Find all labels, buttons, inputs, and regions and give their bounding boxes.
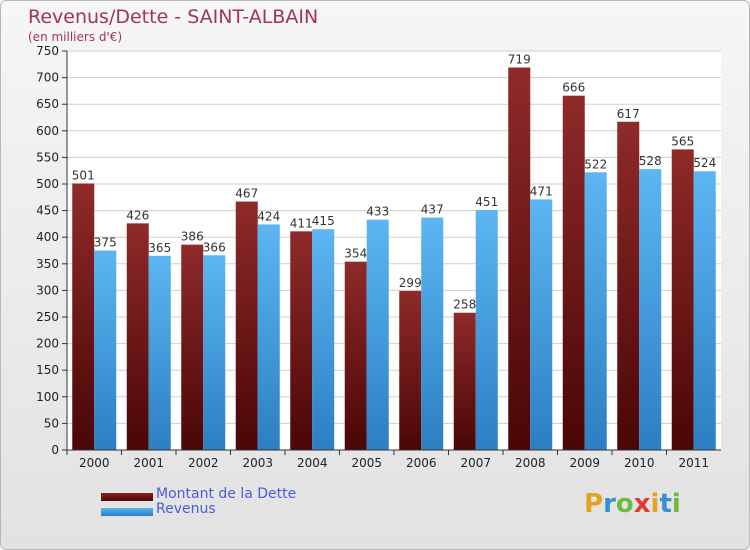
data-label-revenus-2010: 528: [639, 154, 662, 168]
y-tick-label: 750: [36, 44, 59, 58]
x-tick-label: 2003: [242, 456, 273, 470]
bar-dette-2001: [126, 223, 149, 450]
bar-dette-2006: [399, 290, 422, 450]
bar-dette-2009: [562, 95, 585, 451]
y-tick-label: 400: [36, 230, 59, 244]
y-tick-label: 350: [36, 257, 59, 271]
logo-letter: t: [659, 489, 672, 519]
bar-revenus-2004: [312, 229, 335, 450]
bar-revenus-2010: [639, 169, 662, 450]
data-label-revenus-2006: 437: [421, 203, 444, 217]
data-label-dette-2011: 565: [671, 134, 694, 148]
bar-dette-2000: [72, 183, 95, 450]
logo-letter: i: [650, 489, 660, 519]
y-tick-label: 50: [44, 416, 59, 430]
plot-background: [67, 51, 721, 450]
data-label-dette-2004: 411: [290, 216, 313, 230]
x-tick-label: 2007: [460, 456, 491, 470]
x-tick-label: 2005: [351, 456, 382, 470]
y-tick-label: 250: [36, 310, 59, 324]
x-tick-label: 2001: [133, 456, 164, 470]
data-label-dette-2002: 386: [181, 230, 204, 244]
data-label-revenus-2005: 433: [366, 205, 389, 219]
legend-swatch-revenus: [101, 508, 153, 516]
x-tick-label: 2006: [406, 456, 437, 470]
data-label-dette-2001: 426: [126, 208, 149, 222]
bar-revenus-2003: [257, 224, 280, 450]
y-tick-label: 500: [36, 177, 59, 191]
chart-title: Revenus/Dette - SAINT-ALBAIN: [28, 6, 319, 28]
data-label-revenus-2007: 451: [475, 195, 498, 209]
bar-dette-2004: [290, 231, 313, 450]
y-tick-label: 550: [36, 150, 59, 164]
legend-label-dette: Montant de la Dette: [156, 486, 297, 502]
y-tick-label: 200: [36, 337, 59, 351]
bar-dette-2011: [671, 149, 694, 451]
y-tick-label: 600: [36, 124, 59, 138]
legend-label-revenus: Revenus: [156, 501, 216, 517]
y-tick-label: 150: [36, 363, 59, 377]
logo-letter: r: [603, 489, 616, 519]
bar-revenus-2006: [421, 217, 444, 450]
logo-letter: P: [584, 489, 604, 519]
x-tick-label: 2002: [188, 456, 219, 470]
y-tick-label: 650: [36, 97, 59, 111]
x-tick-label: 2009: [569, 456, 600, 470]
data-label-dette-2008: 719: [508, 52, 531, 66]
data-label-dette-2005: 354: [344, 247, 367, 261]
y-tick-label: 700: [36, 71, 59, 85]
bar-revenus-2001: [148, 255, 171, 450]
data-label-revenus-2002: 366: [203, 240, 226, 254]
y-tick-label: 450: [36, 204, 59, 218]
x-tick-label: 2010: [624, 456, 655, 470]
bar-dette-2002: [181, 244, 204, 450]
bar-revenus-2000: [94, 250, 117, 450]
data-label-dette-2003: 467: [235, 187, 258, 201]
logo-letter: i: [671, 489, 681, 519]
bar-dette-2003: [235, 201, 258, 450]
y-tick-label: 300: [36, 283, 59, 297]
axes: 0 50 100 150 200 250 300 350 400 450 500 550 600 650 7…: [36, 44, 721, 470]
chart-subtitle: (en milliers d'€): [28, 30, 123, 44]
logo-letter: o: [615, 489, 634, 519]
bar-revenus-2008: [530, 199, 553, 450]
data-label-dette-2006: 299: [399, 276, 422, 290]
data-label-revenus-2008: 471: [530, 184, 553, 198]
x-tick-label: 2008: [515, 456, 546, 470]
data-label-dette-2007: 258: [453, 298, 476, 312]
bar-dette-2010: [617, 121, 640, 451]
bar-revenus-2005: [366, 219, 389, 450]
data-label-revenus-2009: 522: [584, 157, 607, 171]
data-label-dette-2010: 617: [617, 107, 640, 121]
data-label-dette-2009: 666: [562, 81, 585, 95]
data-label-revenus-2000: 375: [94, 236, 117, 250]
data-label-dette-2000: 501: [72, 168, 95, 182]
x-tick-label: 2004: [297, 456, 328, 470]
y-tick-label: 100: [36, 390, 59, 404]
data-label-revenus-2003: 424: [257, 209, 280, 223]
bar-revenus-2011: [693, 171, 716, 450]
bar-dette-2008: [508, 67, 531, 450]
data-label-revenus-2001: 365: [148, 241, 171, 255]
data-label-revenus-2004: 415: [312, 214, 335, 228]
bar-revenus-2007: [475, 210, 498, 450]
logo-letter: x: [633, 489, 651, 519]
y-tick-label: 0: [51, 443, 59, 457]
bar-dette-2005: [344, 261, 367, 450]
legend-swatch-dette: [101, 493, 153, 501]
bar-dette-2007: [453, 312, 476, 450]
proxiti-logo: Proxiti: [584, 489, 681, 519]
bar-revenus-2009: [584, 172, 607, 450]
data-label-revenus-2011: 524: [693, 156, 716, 170]
x-tick-label: 2011: [678, 456, 709, 470]
x-tick-label: 2000: [79, 456, 110, 470]
grid-lines: [67, 50, 721, 451]
bar-revenus-2002: [203, 255, 226, 450]
